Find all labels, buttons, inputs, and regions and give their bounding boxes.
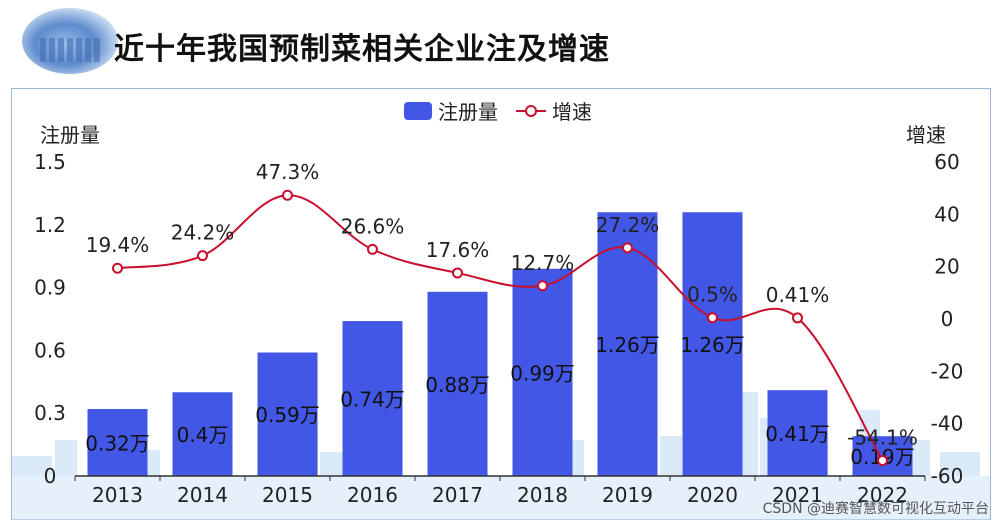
x-tick-label-2021: 2021 — [772, 483, 823, 507]
bar-2018 — [512, 268, 573, 476]
y-right-tick--40: -40 — [931, 412, 964, 436]
logo-globe-icon — [22, 8, 118, 74]
growth-point-2017 — [452, 267, 463, 279]
growth-label-2014: 24.2% — [171, 221, 235, 245]
y-left-tick-0: 0 — [44, 464, 57, 488]
y-left-tick-0.6: 0.6 — [34, 338, 66, 362]
y-left-tick-0.3: 0.3 — [34, 401, 66, 425]
x-tick-label-2017: 2017 — [432, 483, 483, 507]
growth-point-2014 — [197, 250, 208, 262]
growth-line — [117, 194, 884, 462]
y-right-tick-20: 20 — [934, 255, 959, 279]
bar-label-2020: 1.26万 — [680, 333, 745, 357]
growth-point-2013 — [112, 262, 123, 274]
bar-label-2019: 1.26万 — [595, 333, 660, 357]
bar-2017 — [427, 291, 488, 476]
x-tick-label-2014: 2014 — [177, 483, 228, 507]
bar-label-2021: 0.41万 — [765, 422, 830, 446]
growth-point-2022 — [877, 455, 888, 467]
bar-label-2018: 0.99万 — [510, 361, 575, 385]
bar-2014 — [172, 392, 233, 476]
bar-2016 — [342, 321, 403, 476]
x-tick-label-2022: 2022 — [857, 483, 908, 507]
bar-2019 — [597, 212, 658, 477]
growth-point-2015 — [282, 189, 293, 201]
growth-point-2018 — [537, 280, 548, 292]
growth-label-2022: -54.1% — [847, 426, 918, 450]
y-right-tick-40: 40 — [934, 202, 959, 226]
x-tick-label-2019: 2019 — [602, 483, 653, 507]
growth-label-2017: 17.6% — [426, 238, 490, 262]
growth-point-2016 — [367, 243, 378, 255]
x-tick-label-2013: 2013 — [92, 483, 143, 507]
growth-point-2019 — [622, 242, 633, 254]
skyline-base — [12, 476, 990, 520]
skyline-building — [660, 436, 682, 476]
bar-2021 — [767, 390, 828, 476]
growth-label-2016: 26.6% — [341, 214, 405, 238]
bar-2015 — [257, 352, 318, 476]
skyline-building — [940, 452, 980, 476]
x-tick-label-2016: 2016 — [347, 483, 398, 507]
y-right-tick--60: -60 — [931, 464, 964, 488]
bar-label-2017: 0.88万 — [425, 373, 490, 397]
legend-bar-swatch — [404, 102, 432, 120]
growth-label-2013: 19.4% — [86, 233, 150, 257]
y-left-axis-label: 注册量 — [40, 123, 100, 147]
page-title: 近十年我国预制菜相关企业注及增速 — [114, 32, 610, 67]
legend-line-label: 增速 — [552, 100, 592, 124]
bar-label-2014: 0.4万 — [177, 423, 229, 447]
y-right-axis-label: 增速 — [906, 123, 946, 147]
y-left-tick-1.5: 1.5 — [34, 150, 66, 174]
header: 近十年我国预制菜相关企业注及增速 — [0, 0, 1003, 84]
y-left-tick-1.2: 1.2 — [34, 213, 66, 237]
growth-label-2021: 0.41% — [766, 283, 830, 307]
y-right-tick-60: 60 — [934, 150, 959, 174]
x-tick-label-2015: 2015 — [262, 483, 313, 507]
skyline-building — [742, 392, 758, 476]
legend-bar-label: 注册量 — [438, 100, 498, 124]
growth-label-2020: 0.5% — [687, 283, 738, 307]
legend-line-marker — [525, 105, 537, 117]
bar-2013 — [87, 409, 148, 476]
bar-label-2013: 0.32万 — [85, 432, 150, 456]
growth-label-2018: 12.7% — [511, 251, 575, 275]
x-tick-label-2018: 2018 — [517, 483, 568, 507]
growth-label-2015: 47.3% — [256, 160, 320, 184]
bar-2020 — [682, 212, 743, 477]
growth-label-2019: 27.2% — [596, 213, 660, 237]
growth-point-2020 — [707, 312, 718, 324]
bar-label-2015: 0.59万 — [255, 403, 320, 427]
y-right-tick-0: 0 — [941, 307, 954, 331]
skyline-building — [12, 456, 52, 476]
y-left-tick-0.9: 0.9 — [34, 276, 66, 300]
watermark: CSDN @迪赛智慧数可视化互动平台 — [762, 501, 989, 517]
x-tick-label-2020: 2020 — [687, 483, 738, 507]
skyline-building — [55, 440, 77, 476]
growth-point-2021 — [792, 312, 803, 324]
y-right-tick--20: -20 — [931, 359, 964, 383]
bar-label-2016: 0.74万 — [340, 388, 405, 412]
